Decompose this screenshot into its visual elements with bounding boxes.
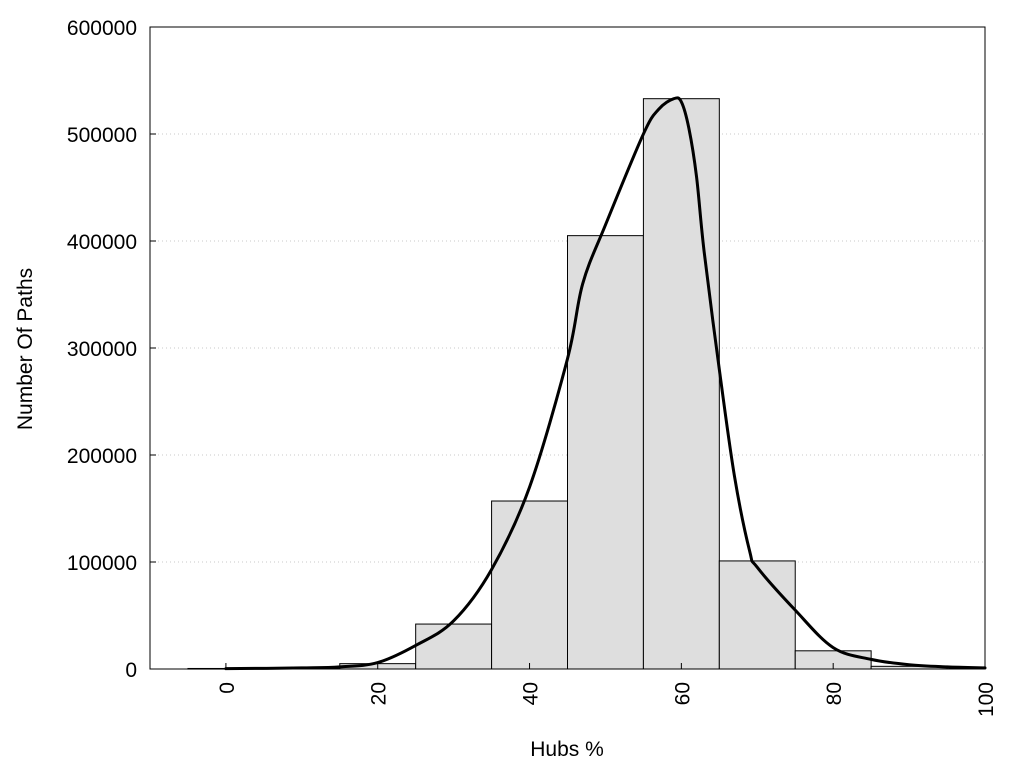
y-tick-label-0: 0 [125,659,137,682]
y-tick-label-6: 600000 [67,17,137,40]
y-tick-label-4: 400000 [67,231,137,254]
x-tick-label-5: 100 [975,682,998,717]
y-tick-label-2: 200000 [67,445,137,468]
x-tick-label-2: 40 [520,682,543,705]
x-tick-label-3: 60 [671,682,694,705]
bar-7 [718,560,796,670]
x-axis-title: Hubs % [530,738,604,761]
bar-5 [567,235,644,670]
y-tick-label-5: 500000 [67,124,137,147]
x-tick-label-1: 20 [368,682,391,705]
bar-3 [415,623,493,670]
histogram-bars [187,98,948,670]
density-curve-group [224,96,987,671]
x-tick-label-0: 0 [216,682,239,694]
bar-6 [642,98,720,670]
y-tick-label-1: 100000 [67,552,137,575]
density-curve [224,96,987,671]
tick-labels: 0 100000 200000 300000 400000 500000 600000 0 20… [67,17,998,717]
y-tick-label-3: 300000 [67,338,137,361]
x-tick-label-4: 80 [823,682,846,705]
axes [149,26,986,670]
y-axis-title: Number Of Paths [14,268,37,430]
bar-4 [491,500,568,670]
